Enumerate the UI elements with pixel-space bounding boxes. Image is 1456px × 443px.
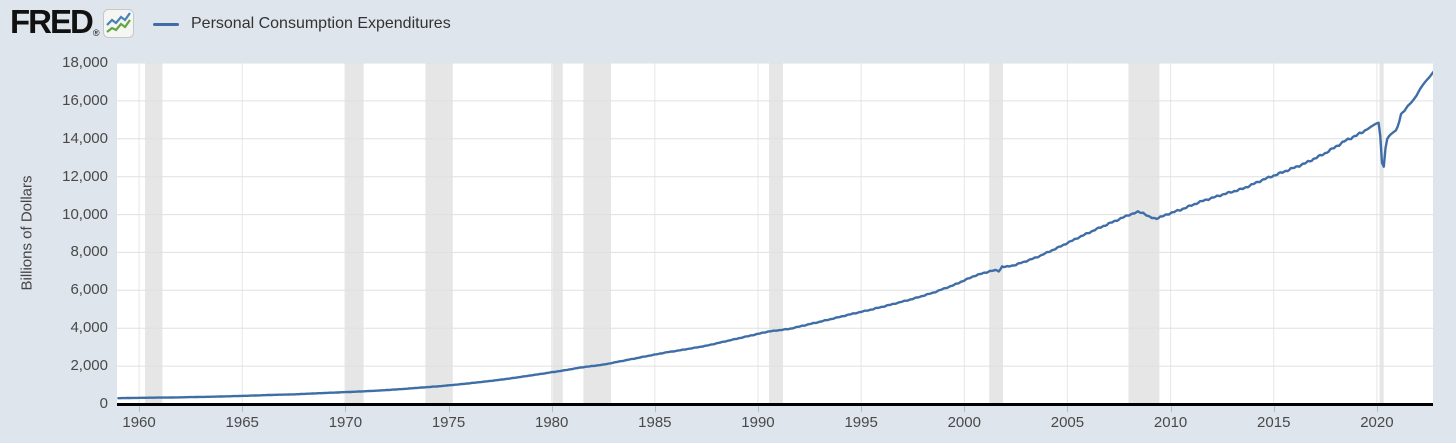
x-tick-label: 1970: [328, 414, 363, 431]
recession-band: [552, 63, 563, 404]
y-tick-label: 8,000: [70, 243, 108, 261]
recession-band: [1379, 63, 1384, 404]
x-axis-baseline: [117, 403, 1433, 406]
graph-header: FRED ® Personal Consumption Expenditures: [0, 0, 1456, 50]
x-tick-mark: [654, 406, 656, 412]
recession-band: [1128, 63, 1160, 404]
x-tick-label: 1990: [741, 414, 775, 431]
icon-line-green: [106, 19, 132, 33]
registered-trademark: ®: [92, 28, 100, 38]
y-tick-label: 12,000: [62, 167, 108, 185]
fred-mini-chart-icon: [103, 9, 135, 43]
series-line[interactable]: [117, 70, 1433, 400]
y-tick-label: 16,000: [62, 91, 108, 109]
icon-line-blue: [106, 12, 132, 26]
recession-band: [344, 63, 364, 404]
x-tick-mark: [757, 406, 759, 412]
plot-area[interactable]: [117, 63, 1433, 404]
x-tick-mark: [1273, 406, 1275, 412]
y-axis-title: Billions of Dollars: [18, 175, 36, 291]
x-tick-label: 1995: [844, 414, 878, 431]
y-tick-label: 18,000: [62, 54, 108, 71]
x-tick-mark: [1376, 406, 1378, 412]
x-tick-mark: [861, 406, 863, 412]
x-tick-mark: [242, 406, 244, 412]
x-tick-label: 2015: [1257, 414, 1291, 431]
y-tick-label: 6,000: [70, 281, 108, 299]
y-tick-label: 4,000: [70, 319, 108, 337]
legend-line-swatch: [153, 22, 179, 26]
x-tick-label: 1975: [431, 414, 466, 431]
x-tick-label: 2010: [1153, 414, 1188, 431]
x-tick-label: 2020: [1360, 414, 1394, 431]
recession-band: [989, 63, 1003, 404]
y-tick-label: 10,000: [62, 205, 108, 223]
chart-canvas: [117, 63, 1433, 404]
recession-band: [583, 63, 611, 404]
y-tick-label: 0: [99, 395, 108, 412]
x-tick-label: 2000: [947, 414, 981, 431]
x-tick-mark: [1067, 406, 1069, 412]
x-tick-mark: [1170, 406, 1172, 412]
x-tick-mark: [551, 406, 553, 412]
x-tick-mark: [139, 406, 141, 412]
x-tick-mark: [448, 406, 450, 412]
legend-series-label: Personal Consumption Expenditures: [191, 15, 451, 32]
x-tick-mark: [964, 406, 966, 412]
x-tick-label: 1985: [638, 414, 672, 431]
x-tick-label: 1980: [534, 414, 569, 431]
y-tick-label: 2,000: [70, 357, 108, 375]
x-tick-label: 1965: [225, 414, 259, 431]
x-tick-mark: [345, 406, 347, 412]
recession-band: [769, 63, 783, 404]
recession-band: [145, 63, 163, 404]
fred-wordmark: FRED: [10, 3, 94, 40]
legend-item[interactable]: Personal Consumption Expenditures: [153, 15, 451, 33]
x-tick-label: 2005: [1050, 414, 1085, 431]
x-tick-label: 1960: [122, 414, 156, 431]
y-tick-label: 14,000: [62, 129, 108, 147]
fred-logo[interactable]: FRED ®: [10, 3, 135, 43]
